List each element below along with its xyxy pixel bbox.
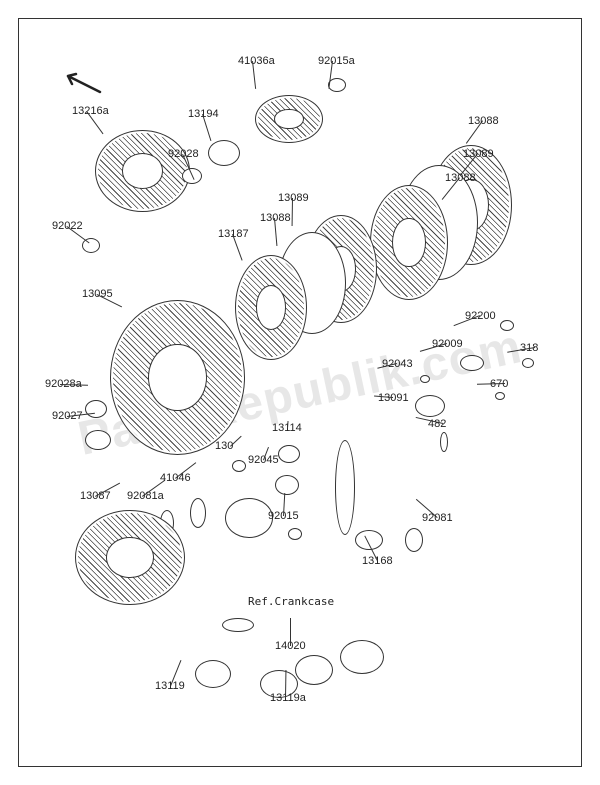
callout-92043: 92043 [382, 358, 413, 370]
part-pin-92043 [420, 375, 430, 383]
part-holder-13119 [195, 660, 231, 688]
callout-92081a: 92081a [127, 490, 164, 502]
part-holder-13091 [415, 395, 445, 417]
callout-13089b: 13089 [278, 192, 309, 204]
callout-13089a: 13089 [463, 148, 494, 160]
part-plate-13114 [278, 445, 300, 463]
part-bolt-130 [232, 460, 246, 472]
part-bearing-92045 [275, 475, 299, 495]
part-spring-92081 [405, 528, 423, 552]
part-housing-13095 [110, 300, 245, 455]
part-clutch-drum-outer [95, 130, 190, 212]
part-retainer-14020 [295, 655, 333, 685]
part-washer-92200 [500, 320, 514, 331]
callout-92081: 92081 [422, 512, 453, 524]
callout-13119a: 13119a [270, 692, 306, 704]
ref-crankcase-note: Ref.Crankcase [248, 595, 334, 608]
part-spring-41046 [190, 498, 206, 528]
part-plate-operating [225, 498, 273, 538]
part-friction-plate-b [370, 185, 448, 300]
callout-92009: 92009 [432, 338, 463, 350]
part-hub-13187 [235, 255, 307, 360]
part-collar-92027 [85, 430, 111, 450]
part-holder-right [340, 640, 384, 674]
part-lever-13168 [335, 440, 355, 535]
part-nut-92015a [328, 78, 346, 92]
part-collar-92028a [85, 400, 107, 418]
callout-13088b: 13088 [445, 172, 476, 184]
part-shaft-shift [222, 618, 254, 632]
callout-92200: 92200 [465, 310, 496, 322]
part-adjuster-92009 [460, 355, 484, 371]
part-weight-holder [255, 95, 323, 143]
part-oring-670 [495, 392, 505, 400]
callout-92015a: 92015a [318, 55, 355, 67]
part-gear-13087 [75, 510, 185, 605]
callout-13168: 13168 [362, 555, 393, 567]
callout-13088a: 13088 [468, 115, 499, 127]
callout-41036a: 41036a [238, 55, 275, 67]
part-screw-318 [522, 358, 534, 368]
leader-14020 [290, 618, 291, 646]
part-bearing-13194 [208, 140, 240, 166]
part-nut-92015 [288, 528, 302, 540]
callout-13091: 13091 [378, 392, 409, 404]
orientation-arrow-icon [60, 70, 102, 105]
part-pin-482 [440, 432, 448, 452]
